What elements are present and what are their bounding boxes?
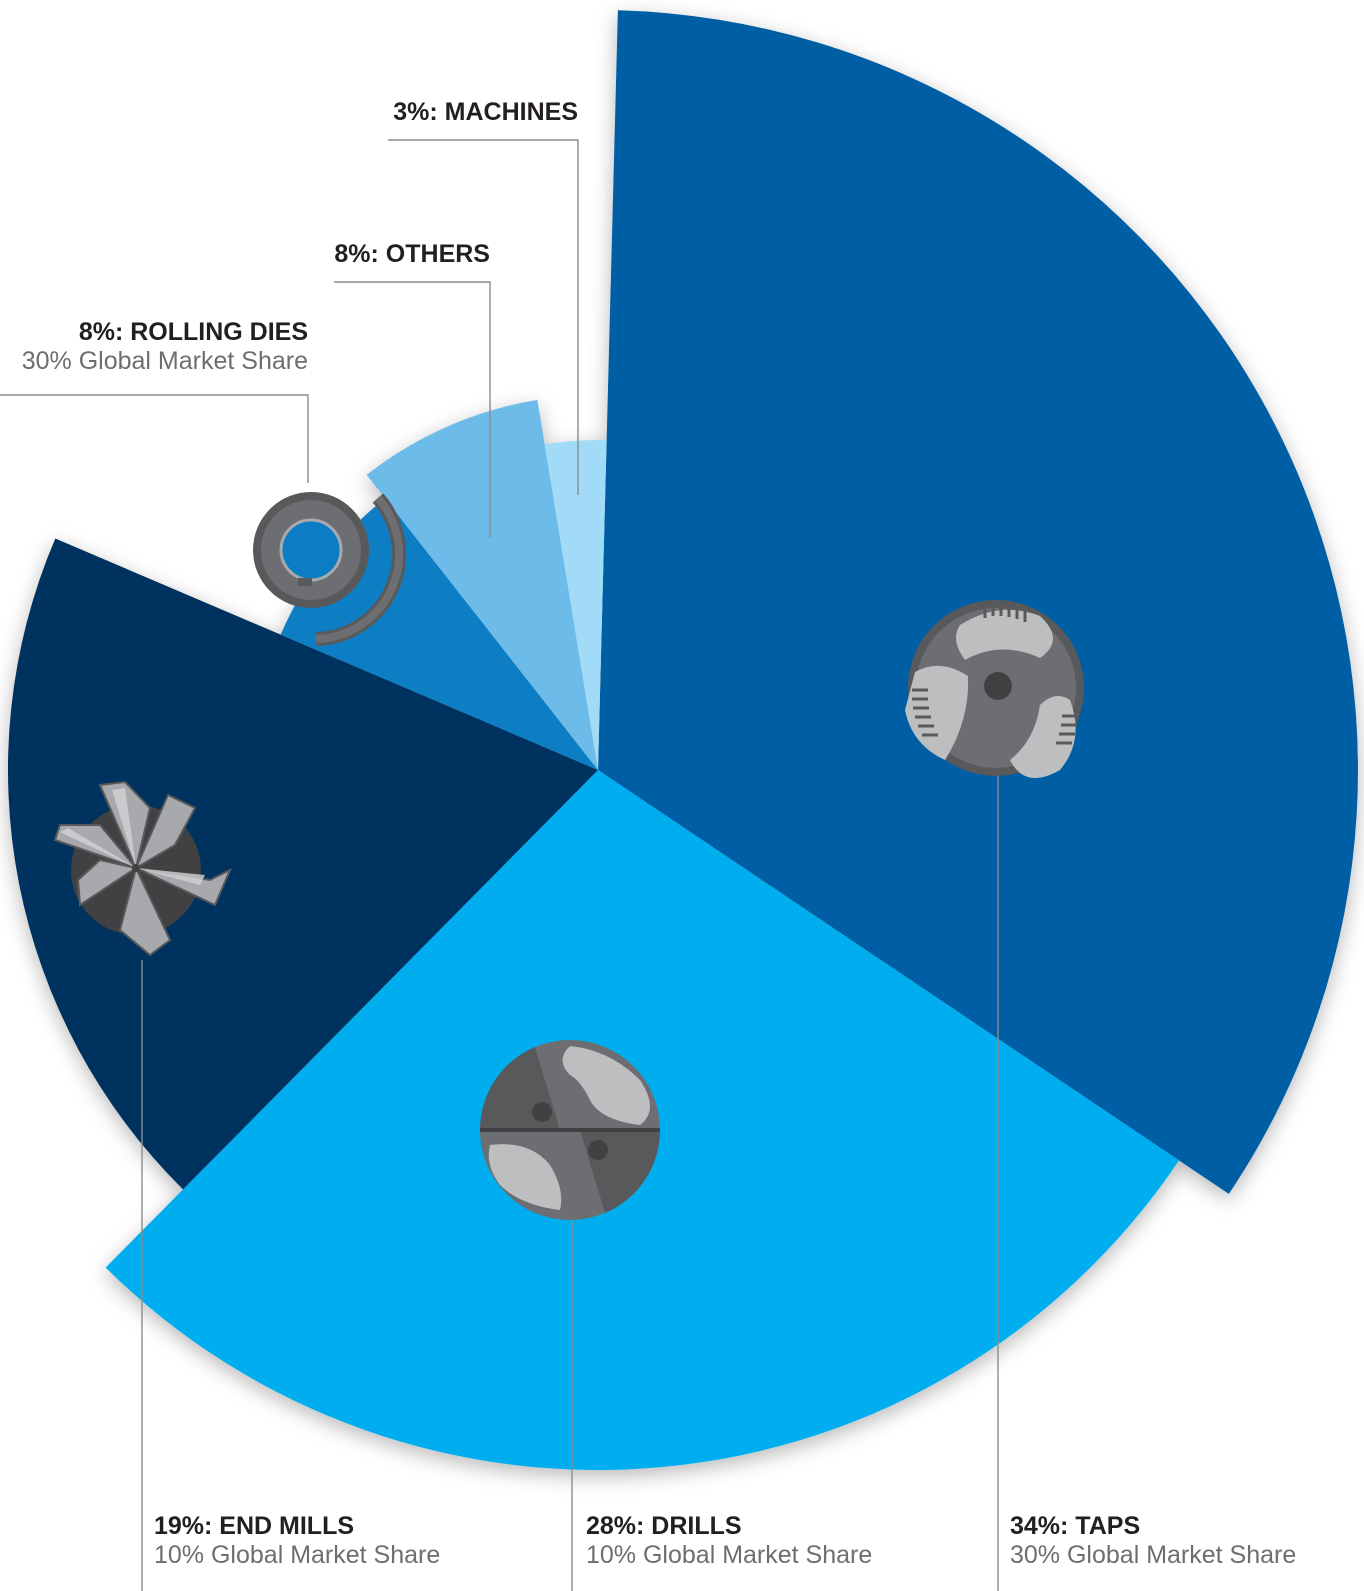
label-end-mills-share: 10% Global Market Share [154, 1540, 441, 1569]
end-mill-cross-section-icon [53, 780, 232, 957]
label-rolling-dies-share: 30% Global Market Share [21, 346, 308, 375]
label-machines: 3%: MACHINES [370, 98, 578, 127]
label-others-title: 8%: OTHERS [334, 240, 490, 268]
leader-lines [0, 139, 999, 1591]
label-taps: 34%: TAPS 30% Global Market Share [1010, 1512, 1360, 1570]
leader-line-others [334, 281, 491, 538]
label-drills: 28%: DRILLS 10% Global Market Share [586, 1512, 966, 1570]
slice-machines [544, 439, 607, 770]
label-drills-title: 28%: DRILLS [586, 1512, 742, 1540]
drill-cross-section-icon [479, 1040, 660, 1220]
label-machines-title: 3%: MACHINES [393, 98, 578, 126]
label-rolling-dies: 8%: ROLLING DIES 30% Global Market Share [0, 318, 308, 376]
label-taps-share: 30% Global Market Share [1010, 1540, 1297, 1569]
slice-others [366, 399, 598, 770]
label-rolling-dies-title: 8%: ROLLING DIES [78, 318, 308, 346]
tap-cross-section-icon [905, 600, 1084, 778]
label-others: 8%: OTHERS [300, 240, 490, 269]
leader-line-machines [388, 139, 579, 495]
label-drills-share: 10% Global Market Share [586, 1540, 873, 1569]
rolling-die-icon [253, 492, 407, 646]
pie-slices [7, 10, 1358, 1471]
leader-line-rolling-dies [0, 394, 309, 483]
label-end-mills: 19%: END MILLS 10% Global Market Share [154, 1512, 514, 1570]
label-taps-title: 34%: TAPS [1010, 1512, 1141, 1540]
slice-end-mills [7, 538, 598, 1190]
label-end-mills-title: 19%: END MILLS [154, 1512, 355, 1540]
